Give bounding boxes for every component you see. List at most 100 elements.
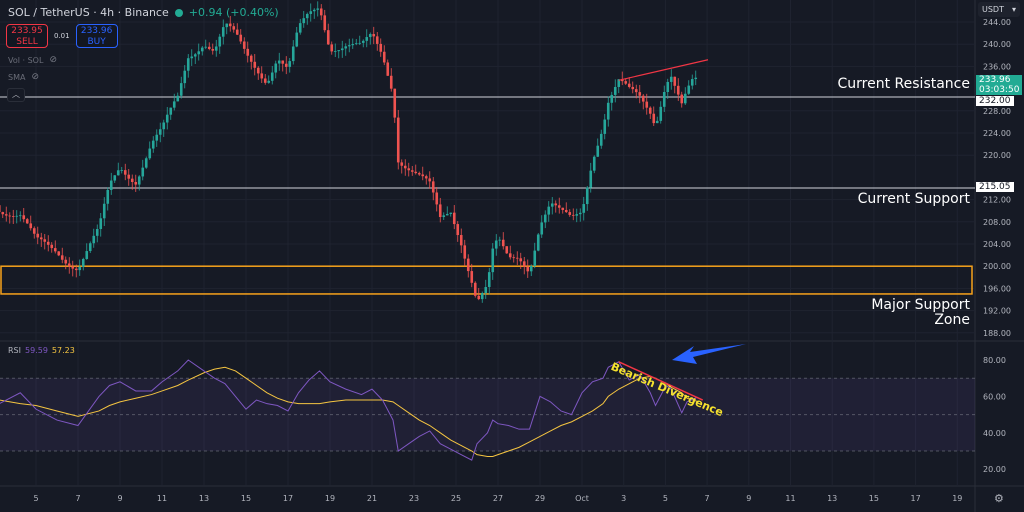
candle-body bbox=[519, 258, 523, 262]
candle-body bbox=[158, 129, 162, 135]
x-tick-label: 17 bbox=[911, 494, 921, 503]
candle-body bbox=[155, 134, 159, 141]
x-tick-label: 19 bbox=[952, 494, 962, 503]
candle-body bbox=[316, 8, 320, 10]
candle-body bbox=[585, 187, 589, 205]
candle-body bbox=[676, 85, 680, 95]
rsi-tick-label: 60.00 bbox=[983, 392, 1006, 401]
price-tick-label: 200.00 bbox=[983, 262, 1011, 271]
candle-body bbox=[652, 113, 656, 124]
x-tick-label: 7 bbox=[75, 494, 80, 503]
candle-body bbox=[673, 76, 677, 86]
blue-arrow-icon bbox=[672, 344, 746, 364]
candle-body bbox=[29, 223, 33, 229]
rsi-label: RSI bbox=[8, 346, 21, 355]
candle-body bbox=[550, 203, 554, 207]
candle-body bbox=[137, 176, 141, 185]
symbol-title[interactable]: SOL / TetherUS · 4h · Binance bbox=[8, 6, 169, 19]
annotation-major-support: Major Support Zone bbox=[871, 298, 970, 328]
x-tick-label: 25 bbox=[451, 494, 461, 503]
candle-body bbox=[78, 266, 82, 271]
candle-body bbox=[564, 209, 568, 213]
candle-body bbox=[319, 8, 323, 16]
x-tick-label: 29 bbox=[535, 494, 545, 503]
candle-body bbox=[144, 158, 148, 168]
currency-select[interactable]: USDT ▾ bbox=[978, 2, 1020, 17]
candle-body bbox=[116, 170, 120, 176]
eye-crossed-icon[interactable]: ⊘ bbox=[31, 72, 39, 82]
indicator-volume[interactable]: Vol · SOL ⊘ bbox=[8, 55, 57, 65]
price-tick-label: 192.00 bbox=[983, 307, 1011, 316]
rsi-legend: RSI 59.59 57.23 bbox=[8, 346, 75, 355]
x-tick-label: 5 bbox=[33, 494, 38, 503]
candle-body bbox=[624, 81, 628, 84]
candle-body bbox=[347, 45, 351, 47]
candle-body bbox=[211, 48, 215, 51]
candle-body bbox=[298, 23, 302, 33]
buy-price: 233.96 bbox=[80, 26, 113, 36]
candle-body bbox=[239, 34, 243, 42]
x-tick-label: 17 bbox=[283, 494, 293, 503]
candle-body bbox=[487, 272, 491, 288]
candle-body bbox=[193, 54, 197, 57]
candle-body bbox=[197, 51, 201, 55]
candle-body bbox=[263, 78, 267, 83]
x-tick-label: 9 bbox=[746, 494, 751, 503]
annotation-line: Zone bbox=[934, 312, 970, 328]
buy-button[interactable]: 233.96 BUY bbox=[75, 24, 118, 48]
eye-crossed-icon[interactable]: ⊘ bbox=[49, 55, 57, 65]
candle-body bbox=[109, 180, 113, 190]
candle-body bbox=[680, 94, 684, 104]
candle-body bbox=[36, 233, 40, 238]
indicator-sma[interactable]: SMA ⊘ bbox=[8, 72, 39, 82]
candle-body bbox=[228, 23, 232, 27]
candle-body bbox=[452, 212, 456, 225]
candle-body bbox=[571, 214, 575, 216]
candle-body bbox=[431, 181, 435, 193]
market-status-icon bbox=[174, 8, 183, 17]
candle-body bbox=[53, 248, 57, 252]
candle-body bbox=[43, 239, 47, 242]
candle-body bbox=[50, 244, 54, 249]
candle-body bbox=[417, 173, 421, 175]
x-tick-label: Oct bbox=[575, 494, 589, 503]
candle-body bbox=[25, 219, 29, 224]
candle-body bbox=[389, 75, 393, 89]
candle-body bbox=[330, 44, 334, 52]
candle-body bbox=[438, 204, 442, 218]
candle-body bbox=[501, 239, 505, 247]
settings-icon[interactable]: ⚙ bbox=[994, 492, 1004, 505]
indicator-label: SMA bbox=[8, 72, 26, 82]
collapse-legend-button[interactable]: ︿ bbox=[7, 88, 25, 102]
candle-body bbox=[522, 261, 526, 267]
price-tick-label: 240.00 bbox=[983, 40, 1011, 49]
rsi-line bbox=[0, 359, 698, 461]
candle-body bbox=[400, 162, 404, 166]
candle-body bbox=[95, 229, 99, 236]
resistance-price-tag: 232.00 bbox=[976, 96, 1014, 106]
candle-body bbox=[123, 170, 127, 175]
candle-body bbox=[274, 63, 278, 73]
candle-body bbox=[557, 205, 561, 208]
candle-body bbox=[543, 214, 547, 223]
chevron-up-icon: ︿ bbox=[12, 90, 20, 99]
candle-body bbox=[480, 293, 484, 300]
currency-label: USDT bbox=[982, 5, 1004, 14]
rsi-value: 59.59 bbox=[25, 346, 48, 355]
candle-body bbox=[351, 44, 355, 46]
candle-body bbox=[477, 295, 481, 300]
x-tick-label: 13 bbox=[827, 494, 837, 503]
candle-body bbox=[638, 92, 642, 96]
candle-body bbox=[151, 140, 155, 149]
candle-body bbox=[85, 251, 89, 259]
candle-body bbox=[662, 92, 666, 107]
sell-button[interactable]: 233.95 SELL bbox=[6, 24, 48, 48]
candle-body bbox=[634, 89, 638, 93]
candle-body bbox=[309, 11, 313, 14]
candle-body bbox=[414, 171, 418, 174]
annotation-current-support: Current Support bbox=[857, 191, 970, 207]
spread: 0.01 bbox=[54, 32, 70, 40]
x-tick-label: 5 bbox=[663, 494, 668, 503]
candle-body bbox=[337, 50, 341, 52]
